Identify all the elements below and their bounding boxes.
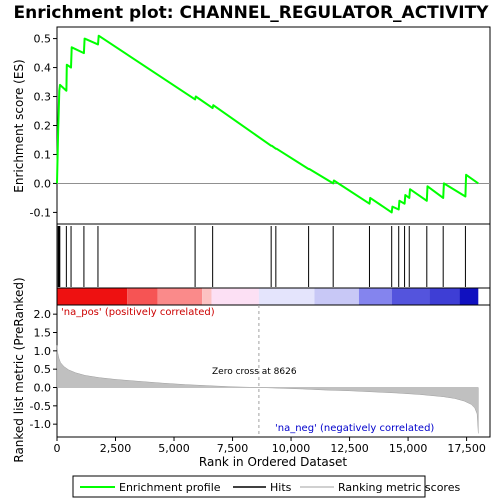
color-bar-segment [358,288,392,305]
metric-panel: -1.0 -0.5 0.0 0.5 1.0 1.5 2.0 'na_pos' (positi… [12,277,491,463]
neg-correlated-label: 'na_neg' (negatively correlated) [275,423,434,434]
enrichment-profile-line [56,34,479,214]
es-y-tick-label: 0.3 [34,91,52,104]
metric-y-tick-label: 1.5 [34,327,52,340]
chart-title: Enrichment plot: CHANNEL_REGULATOR_ACTIV… [14,3,490,23]
x-tick-label: 10,000 [272,442,311,455]
x-axis-ticks: 0 2,500 5,000 7,500 10,000 12,500 15,000 17,500 [54,437,486,455]
x-tick-label: 17,500 [447,442,486,455]
es-y-tick-label: 0.0 [34,177,52,190]
color-bar-segment [202,288,212,305]
x-tick-label: 2,500 [100,442,132,455]
color-bar-segment [459,288,479,305]
metric-y-tick-label: 2.0 [34,308,52,321]
metric-y-tick-label: 0.0 [34,382,52,395]
ranking-color-bar [57,288,479,305]
metric-y-axis-label: Ranked list metric (PreRanked) [12,277,26,462]
metric-y-tick-label: -1.0 [30,418,51,431]
metric-y-tick-label: -0.5 [30,400,51,413]
x-axis-label: Rank in Ordered Dataset [199,455,347,469]
legend: Enrichment profile Hits Ranking metric s… [72,475,460,498]
metric-y-ticks: -1.0 -0.5 0.0 0.5 1.0 1.5 2.0 [30,308,57,431]
zero-cross-label: Zero cross at 8626 [212,367,297,377]
x-tick-label: 5,000 [158,442,190,455]
es-y-tick-label: 0.1 [34,148,52,161]
x-tick-label: 7,500 [217,442,249,455]
es-y-tick-label: 0.2 [34,120,52,133]
metric-panel-frame [56,304,491,438]
color-bar-segment [157,288,203,305]
es-y-ticks: -0.1 0.0 0.1 0.2 0.3 0.4 0.5 [30,33,57,219]
es-panel-frame [56,26,491,225]
color-bar-segment [391,288,430,305]
metric-y-tick-label: 0.5 [34,363,52,376]
ranking-metric-area [56,345,479,434]
x-tick-label: 15,000 [389,442,428,455]
es-y-axis-label: Enrichment score (ES) [12,59,26,192]
hit-lines [57,226,466,287]
color-bar-segment [57,288,128,305]
x-tick-label: 0 [54,442,61,455]
pos-correlated-label: 'na_pos' (positively correlated) [61,307,215,318]
es-y-tick-label: -0.1 [30,206,51,219]
hits-panel-frame [56,223,491,289]
es-y-tick-label: 0.4 [34,62,52,75]
metric-y-tick-label: 1.0 [34,345,52,358]
x-tick-label: 12,500 [330,442,369,455]
color-bar-segment [211,288,259,305]
legend-label-ranking-metric: Ranking metric scores [338,481,460,494]
es-panel: -0.1 0.0 0.1 0.2 0.3 0.4 0.5 Enrichment score … [12,26,491,225]
hits-panel [56,223,491,306]
legend-label-enrichment-profile: Enrichment profile [119,481,221,494]
color-bar-segment [314,288,359,305]
color-bar-segment [429,288,460,305]
color-bar-segment [127,288,158,305]
color-bar-segment [258,288,315,305]
legend-label-hits: Hits [270,481,292,494]
es-y-tick-label: 0.5 [34,33,52,46]
